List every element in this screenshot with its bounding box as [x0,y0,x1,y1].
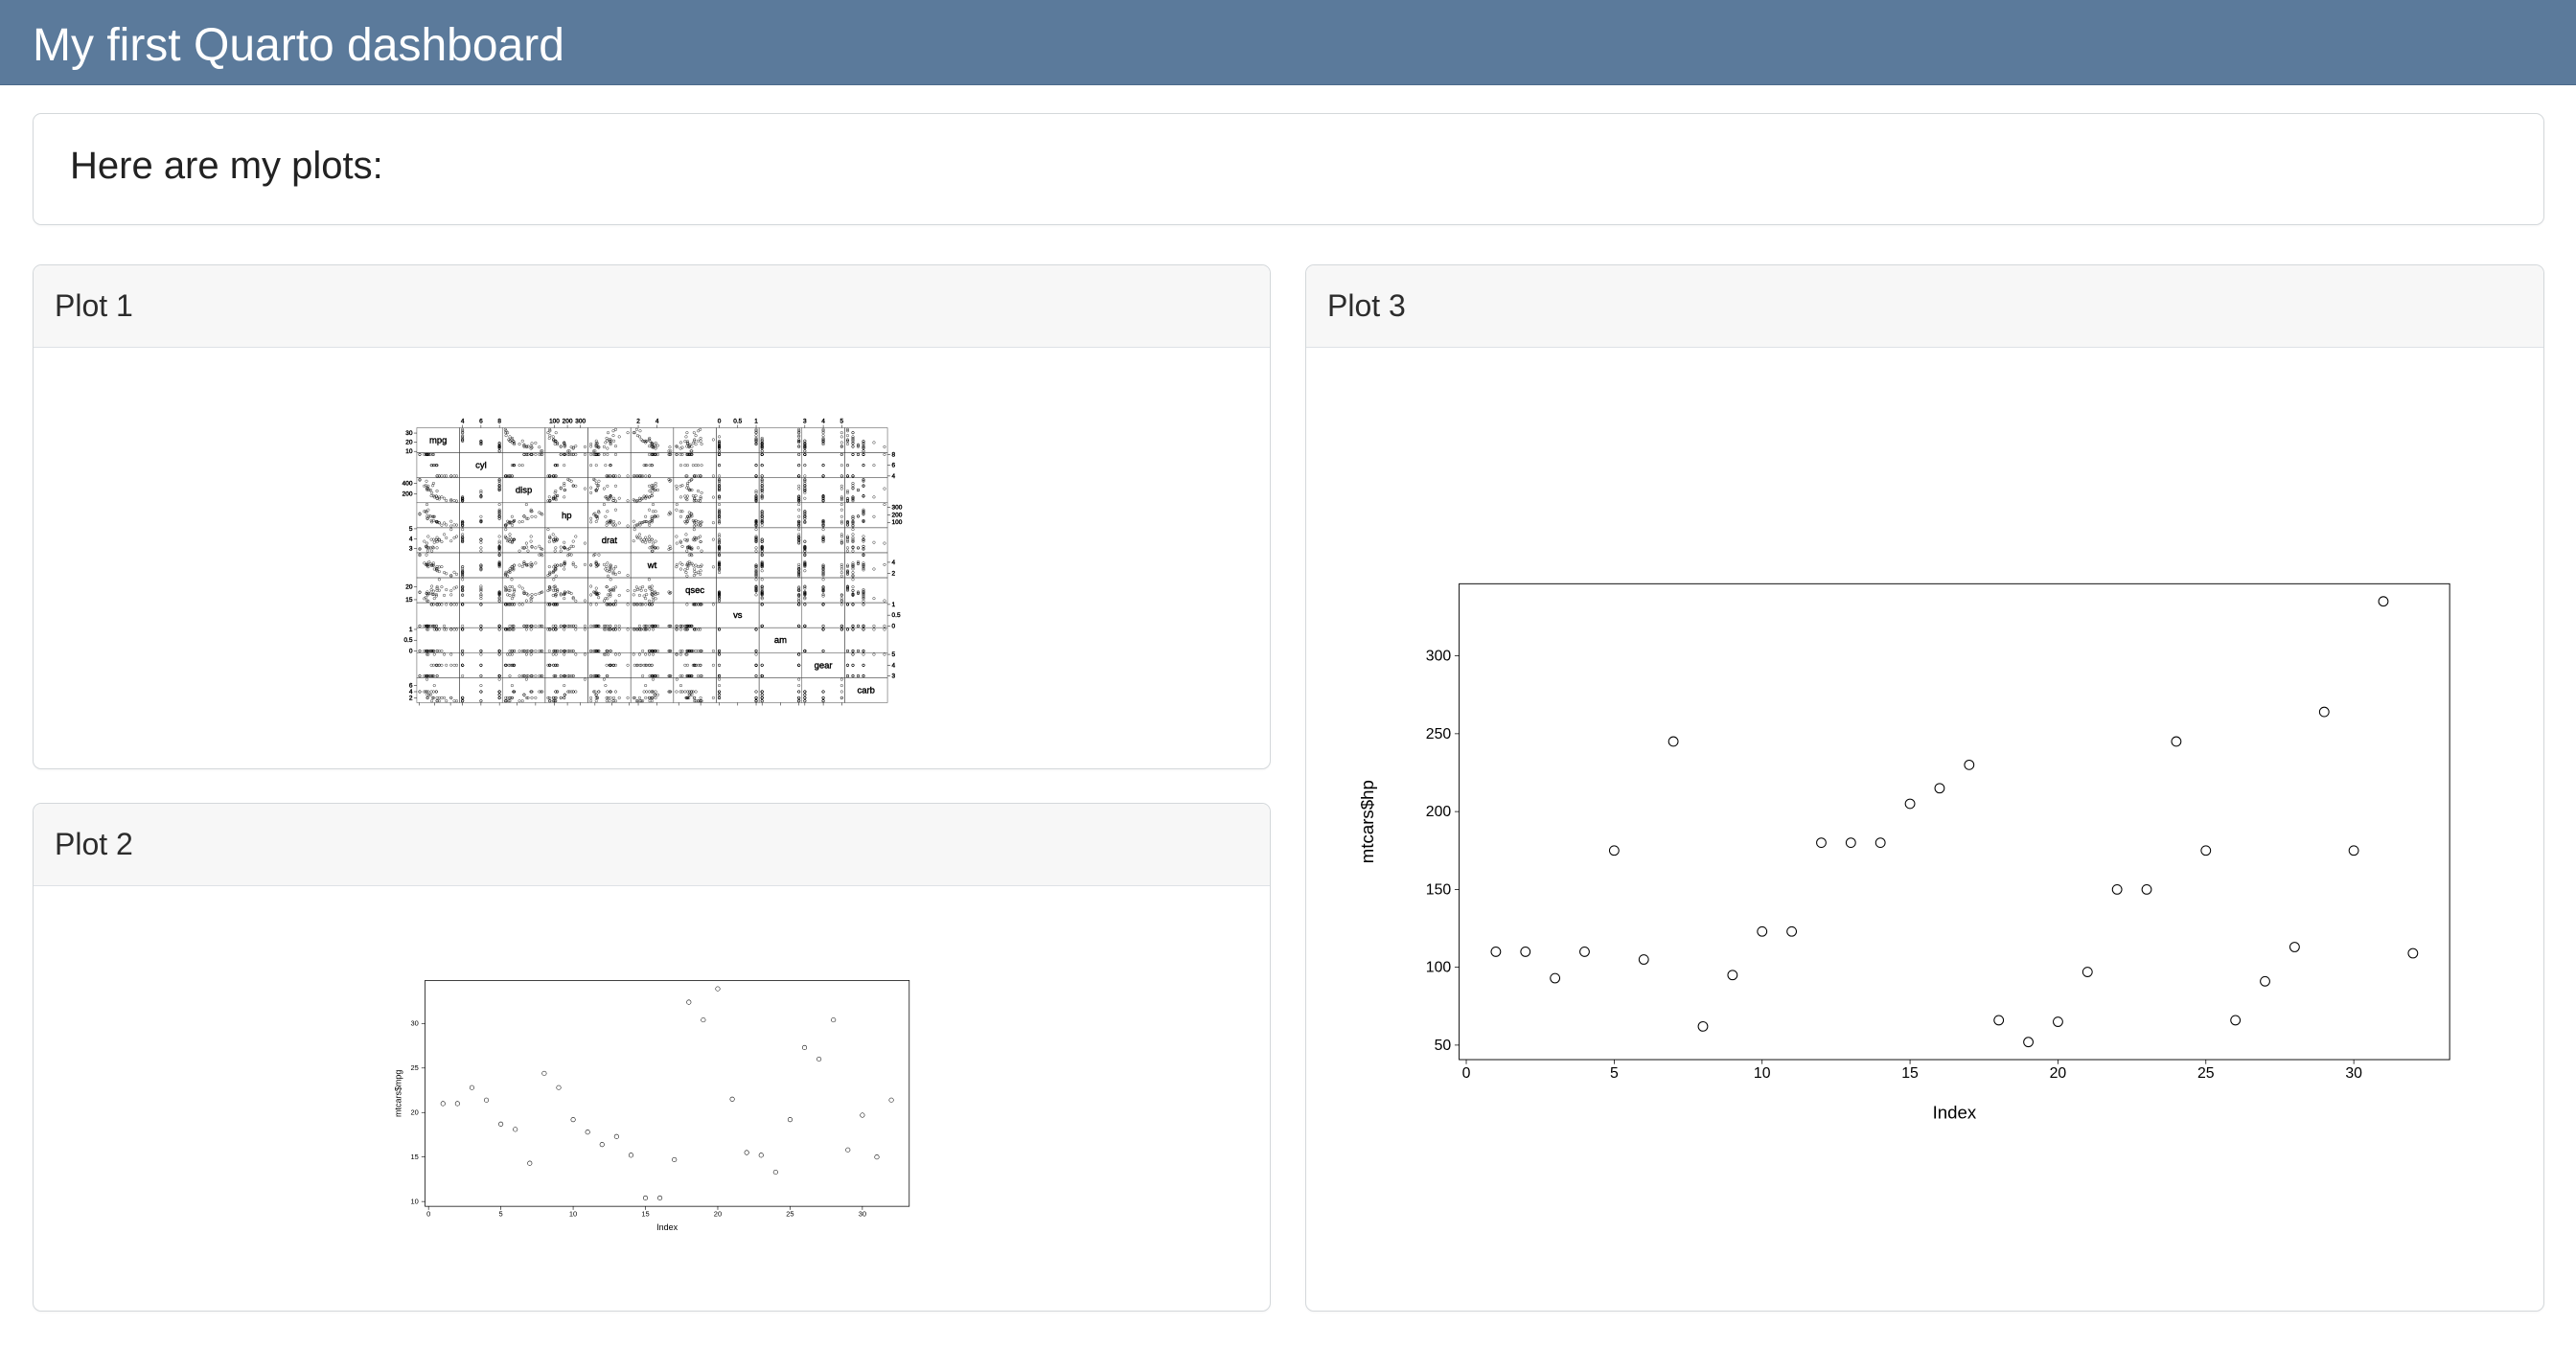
svg-text:20: 20 [405,584,413,591]
svg-text:0: 0 [892,623,896,629]
svg-text:0: 0 [409,648,413,654]
svg-text:3: 3 [892,674,896,680]
svg-text:5: 5 [409,526,413,533]
svg-text:2: 2 [409,695,413,701]
svg-text:2: 2 [892,570,896,577]
svg-text:4: 4 [892,559,896,566]
svg-text:30: 30 [405,430,413,437]
svg-text:400: 400 [402,481,413,488]
svg-text:1: 1 [409,627,413,633]
svg-text:4: 4 [409,689,413,696]
svg-text:15: 15 [1901,1065,1919,1082]
svg-text:200: 200 [1426,804,1452,820]
svg-text:3: 3 [803,419,807,425]
svg-text:5: 5 [499,1210,503,1219]
svg-text:mtcars$hp: mtcars$hp [1361,780,1377,863]
svg-text:Index: Index [1933,1103,1977,1123]
svg-text:250: 250 [1426,726,1452,742]
svg-text:vs: vs [733,610,743,621]
svg-text:300: 300 [892,504,903,511]
svg-text:30: 30 [411,1019,419,1028]
svg-text:4: 4 [892,662,896,669]
svg-text:0: 0 [718,419,722,425]
svg-text:300: 300 [575,419,586,425]
svg-text:mtcars$mpg: mtcars$mpg [393,1070,402,1117]
svg-text:1: 1 [892,602,896,608]
svg-text:disp: disp [516,486,532,496]
svg-text:15: 15 [641,1210,649,1219]
svg-text:hp: hp [562,511,572,521]
svg-text:cyl: cyl [475,461,487,471]
svg-text:20: 20 [2050,1065,2067,1082]
svg-text:mpg: mpg [429,436,447,446]
svg-text:0: 0 [1462,1065,1471,1082]
svg-text:50: 50 [1435,1038,1452,1054]
svg-text:10: 10 [411,1198,419,1206]
svg-text:qsec: qsec [685,585,704,596]
svg-text:6: 6 [479,419,483,425]
svg-text:150: 150 [1426,881,1452,898]
svg-text:6: 6 [892,463,896,469]
svg-text:5: 5 [840,419,844,425]
svg-text:4: 4 [409,536,413,542]
svg-text:4: 4 [656,419,659,425]
svg-text:300: 300 [1426,649,1452,665]
svg-text:20: 20 [714,1210,722,1219]
svg-text:0.5: 0.5 [892,612,901,619]
svg-text:4: 4 [892,473,896,480]
svg-text:3: 3 [409,546,413,553]
svg-text:10: 10 [1754,1065,1771,1082]
svg-text:20: 20 [405,440,413,446]
svg-text:8: 8 [497,419,501,425]
svg-text:8: 8 [892,451,896,458]
svg-text:200: 200 [402,491,413,498]
svg-text:10: 10 [405,448,413,455]
svg-text:carb: carb [858,685,875,696]
svg-text:200: 200 [563,419,573,425]
svg-text:4: 4 [821,419,825,425]
svg-text:wt: wt [647,560,657,571]
svg-text:15: 15 [411,1153,419,1161]
svg-text:30: 30 [2345,1065,2362,1082]
svg-text:15: 15 [405,597,413,604]
svg-text:0: 0 [426,1210,430,1219]
svg-text:5: 5 [892,651,896,658]
svg-text:6: 6 [409,683,413,690]
svg-text:30: 30 [859,1210,866,1219]
svg-text:100: 100 [549,419,560,425]
svg-text:25: 25 [411,1063,419,1072]
svg-text:Index: Index [656,1222,678,1232]
svg-text:drat: drat [602,536,618,546]
svg-text:gear: gear [815,660,833,671]
svg-text:10: 10 [569,1210,577,1219]
svg-text:200: 200 [892,512,903,518]
svg-text:20: 20 [411,1108,419,1117]
svg-text:25: 25 [786,1210,794,1219]
svg-text:0.5: 0.5 [733,419,742,425]
svg-text:100: 100 [1426,960,1452,976]
svg-text:25: 25 [2197,1065,2215,1082]
svg-text:4: 4 [461,419,465,425]
svg-text:2: 2 [636,419,640,425]
svg-text:1: 1 [754,419,758,425]
svg-text:100: 100 [892,519,903,526]
svg-text:am: am [774,635,787,646]
svg-text:0.5: 0.5 [403,637,412,644]
svg-text:5: 5 [1610,1065,1619,1082]
